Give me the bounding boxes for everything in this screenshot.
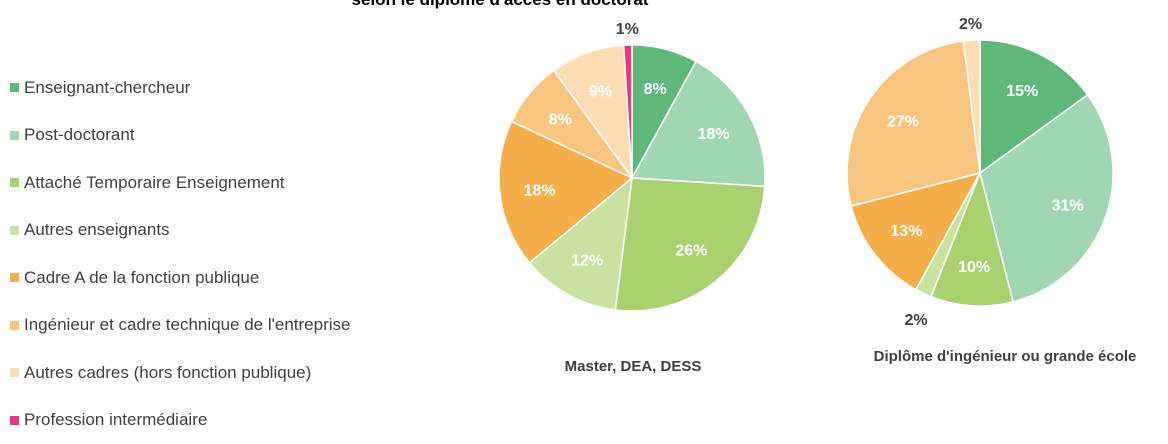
slice-label: 26% xyxy=(675,243,707,260)
slice-label: 8% xyxy=(549,112,572,129)
pie-master: 8% 18% 26% 12% 18% 8% 9% 1% xyxy=(499,21,765,311)
slice-label: 31% xyxy=(1052,198,1084,215)
slice-label: 10% xyxy=(958,259,990,276)
slice-label: 18% xyxy=(524,183,556,200)
slice-label: 8% xyxy=(644,81,667,98)
slice-label: 2% xyxy=(959,16,982,33)
pie-caption-ingenieur: Diplôme d'ingénieur ou grande école xyxy=(840,346,1168,367)
slice-label: 2% xyxy=(904,312,927,329)
slice-label: 12% xyxy=(571,253,603,270)
legend-swatch xyxy=(10,416,19,425)
slice-label: 15% xyxy=(1006,83,1038,100)
slice-label: 9% xyxy=(589,83,612,100)
pie-caption-master: Master, DEA, DESS xyxy=(500,356,766,377)
legend-label: Profession intermédiaire xyxy=(24,410,207,430)
slice-label: 1% xyxy=(616,21,639,38)
slice-label: 13% xyxy=(890,223,922,240)
slice-label: 18% xyxy=(698,126,730,143)
pie-ingenieur: 15% 31% 10% 2% 13% 27% 2% xyxy=(847,16,1113,329)
slice-label: 27% xyxy=(887,114,919,131)
